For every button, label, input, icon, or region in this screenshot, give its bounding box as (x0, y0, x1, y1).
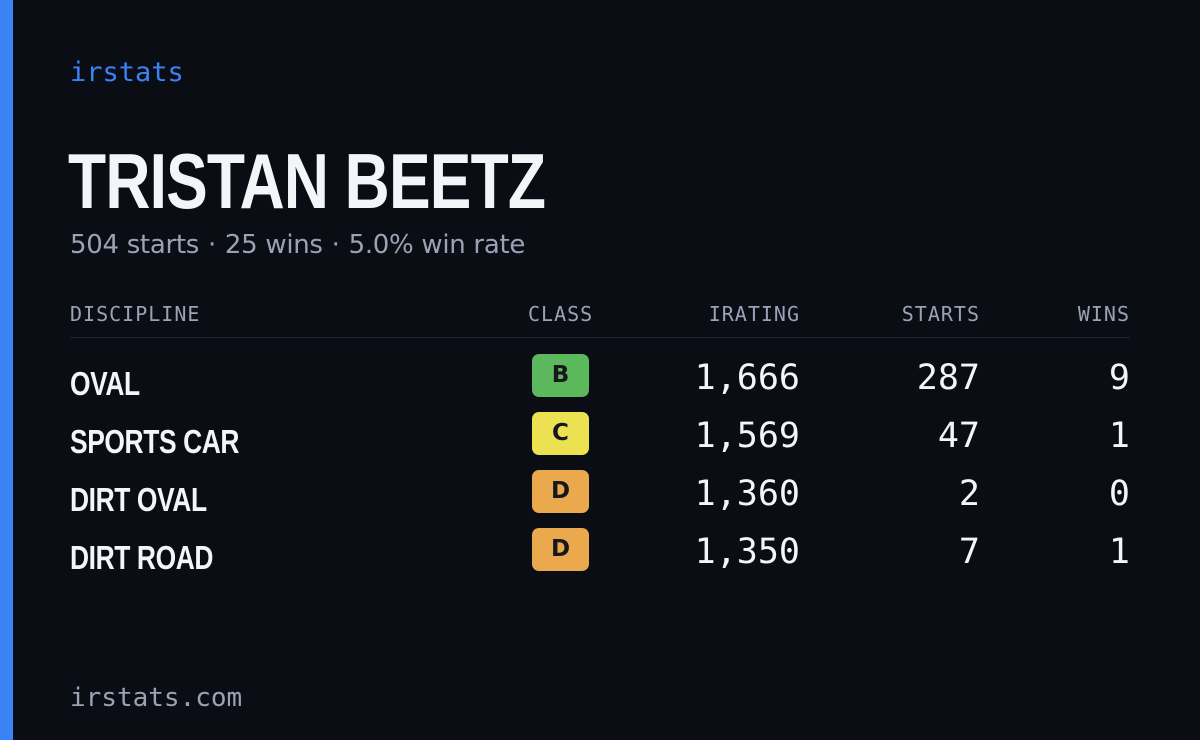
header-class: CLASS (528, 302, 594, 326)
irating-value: 1,360 (694, 474, 800, 514)
summary-wins: 25 wins (224, 230, 323, 260)
discipline-name: SPORTS CAR (70, 423, 240, 460)
header-irating: IRATING (708, 302, 800, 326)
table-row: OVAL B 1,666 287 9 (70, 350, 1130, 408)
discipline-name: DIRT OVAL (70, 481, 207, 518)
wins-value: 9 (1108, 358, 1130, 398)
discipline-name: OVAL (70, 365, 140, 402)
table-row: DIRT ROAD D 1,350 7 1 (70, 524, 1130, 582)
wins-value: 1 (1108, 416, 1130, 456)
discipline-name: DIRT ROAD (70, 539, 214, 576)
license-class-badge: B (532, 354, 589, 397)
header-starts: STARTS (901, 302, 980, 326)
player-summary: 504 starts · 25 wins · 5.0% win rate (70, 227, 525, 263)
footer-url-link[interactable]: irstats.com (70, 683, 243, 713)
starts-value: 7 (958, 532, 980, 572)
summary-separator: · (331, 230, 340, 260)
summary-win-rate: 5.0% win rate (348, 230, 526, 260)
brand-logo-text[interactable]: irstats (70, 57, 184, 88)
header-divider (70, 337, 1130, 338)
license-class-badge: C (532, 412, 589, 455)
table-row: DIRT OVAL D 1,360 2 0 (70, 466, 1130, 524)
discipline-table: OVAL B 1,666 287 9 SPORTS CAR C 1,569 47… (70, 350, 1130, 582)
wins-value: 0 (1108, 474, 1130, 514)
starts-value: 47 (937, 416, 980, 456)
license-class-badge: D (532, 470, 589, 513)
summary-separator: · (207, 230, 216, 260)
license-class-badge: D (532, 528, 589, 571)
wins-value: 1 (1108, 532, 1130, 572)
header-discipline: DISCIPLINE (70, 302, 201, 326)
header-wins: WINS (1077, 302, 1130, 326)
summary-starts: 504 starts (70, 230, 199, 260)
irating-value: 1,569 (694, 416, 800, 456)
accent-bar (0, 0, 13, 740)
starts-value: 2 (958, 474, 980, 514)
starts-value: 287 (916, 358, 980, 398)
player-name: TRISTAN BEETZ (68, 137, 546, 225)
table-row: SPORTS CAR C 1,569 47 1 (70, 408, 1130, 466)
table-header: DISCIPLINE CLASS IRATING STARTS WINS (70, 300, 1130, 328)
irating-value: 1,350 (694, 532, 800, 572)
irating-value: 1,666 (694, 358, 800, 398)
